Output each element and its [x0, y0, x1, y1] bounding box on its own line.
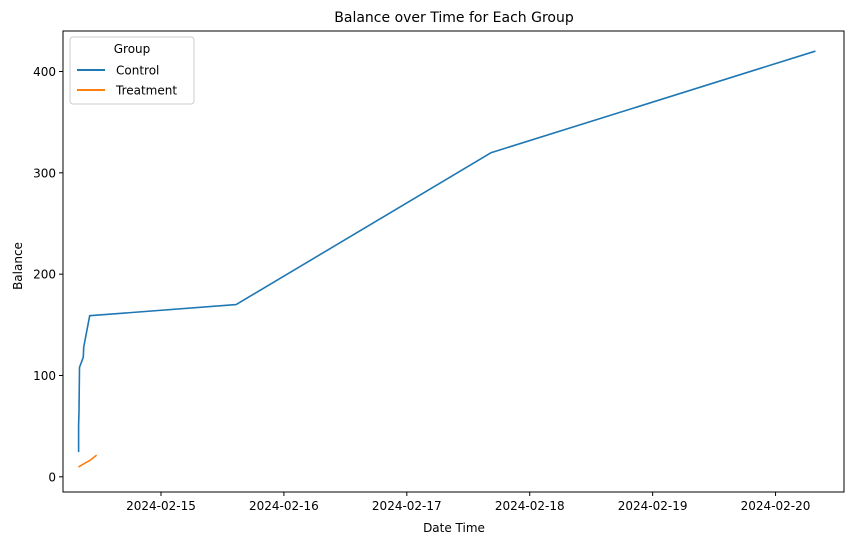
series-lines	[77, 50, 816, 468]
x-axis: 2024-02-15 2024-02-16 2024-02-17 2024-02-18…	[126, 492, 810, 513]
series-line-treatment	[78, 454, 97, 468]
legend-box	[69, 36, 195, 105]
series-line-control	[77, 50, 816, 453]
y-tick-label: 300	[33, 166, 56, 180]
y-axis: 0 100 200 300 400	[33, 65, 63, 484]
y-tick-label: 400	[33, 65, 56, 79]
axes-border	[62, 30, 845, 493]
x-axis-label: Date Time	[423, 521, 485, 535]
x-tick-label: 2024-02-18	[495, 499, 565, 513]
legend-label-control: Control	[116, 64, 159, 78]
x-tick-label: 2024-02-15	[126, 499, 196, 513]
x-tick-label: 2024-02-16	[249, 499, 319, 513]
legend-title: Group	[114, 42, 151, 56]
x-tick-label: 2024-02-20	[741, 499, 811, 513]
legend: Group Control Treatment	[69, 36, 195, 105]
chart-title: Balance over Time for Each Group	[334, 10, 574, 26]
y-axis-label: Balance	[11, 242, 25, 290]
x-tick-label: 2024-02-19	[618, 499, 688, 513]
y-tick-label: 200	[33, 268, 56, 282]
x-tick-label: 2024-02-17	[372, 499, 442, 513]
y-tick-label: 100	[33, 369, 56, 383]
legend-label-treatment: Treatment	[115, 84, 177, 98]
plot-frame	[62, 30, 845, 493]
y-tick-label: 0	[48, 470, 56, 484]
